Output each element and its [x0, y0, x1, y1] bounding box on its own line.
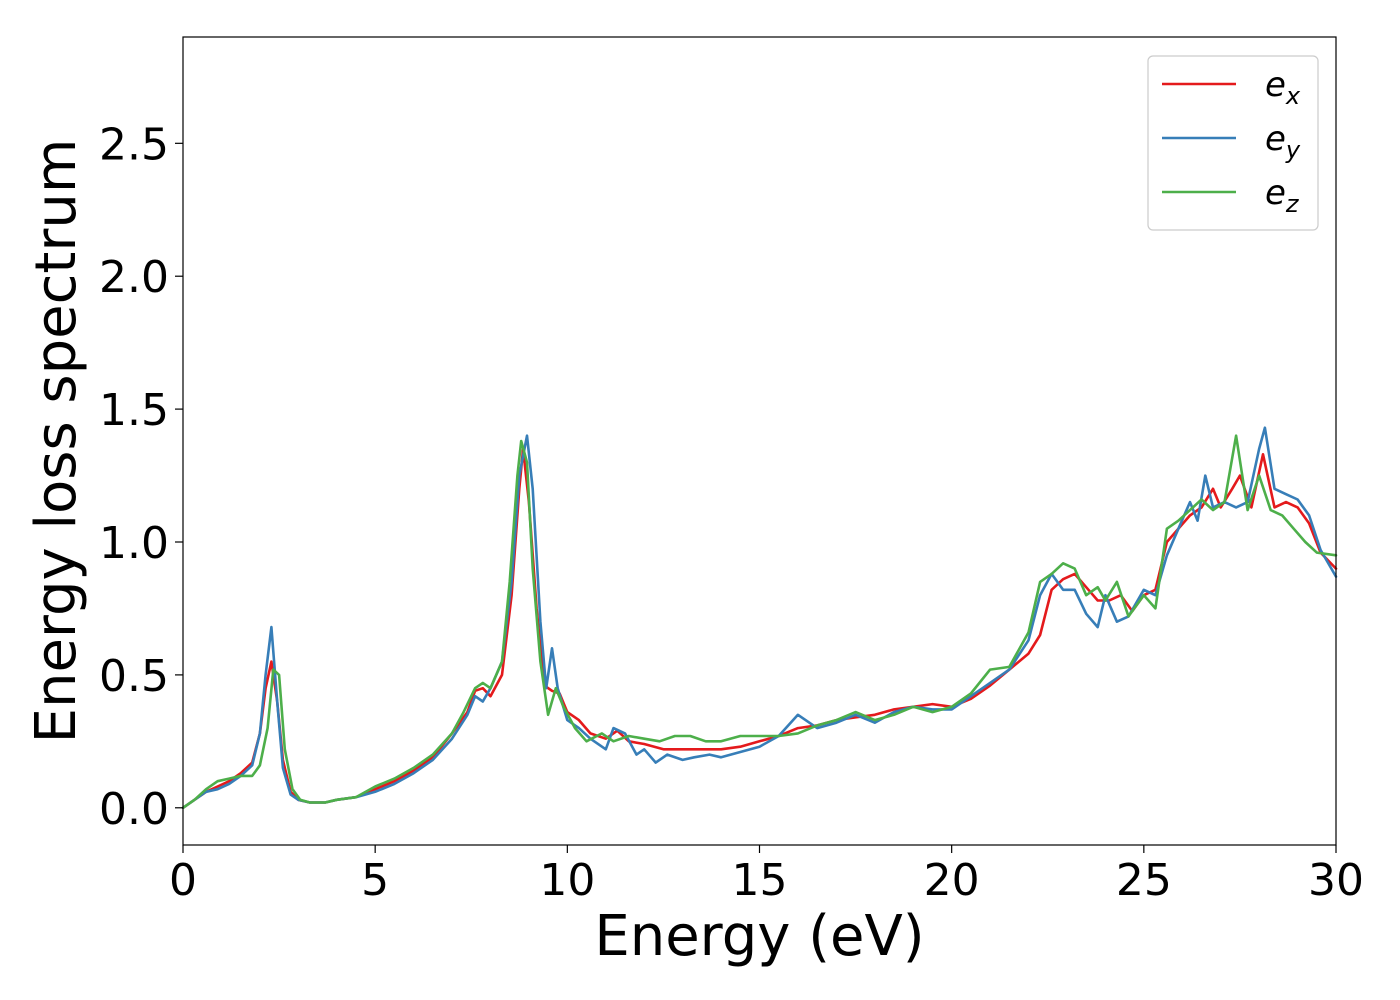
x-tick-label-20: 20	[924, 855, 980, 906]
x-tick-label-10: 10	[539, 855, 595, 906]
y-tick-label-2.0: 2.0	[99, 252, 169, 303]
legend-box	[1147, 55, 1319, 231]
plot-frame	[182, 36, 1337, 846]
x-tick-label-25: 25	[1116, 855, 1172, 906]
y-axis-label: Energy loss spectrum	[24, 139, 89, 744]
y-tick-label-1.0: 1.0	[99, 518, 169, 569]
series-lines	[181, 426, 1338, 810]
x-axis-label: Energy (eV)	[594, 904, 924, 969]
x-tick-label-30: 30	[1308, 855, 1364, 906]
series-line-ez	[181, 434, 1338, 810]
y-tick-label-0.5: 0.5	[99, 651, 169, 702]
axis-ticks: 0 5 10 15 20 25 30 0.0 0.5 1.0 1.5 2.0 2.5	[99, 119, 1364, 906]
x-tick-label-5: 5	[361, 855, 389, 906]
y-tick-label-1.5: 1.5	[99, 385, 169, 436]
y-tick-label-0.0: 0.0	[99, 784, 169, 835]
x-tick-label-0: 0	[169, 855, 197, 906]
y-tick-label-2.5: 2.5	[99, 119, 169, 170]
x-tick-label-15: 15	[732, 855, 788, 906]
